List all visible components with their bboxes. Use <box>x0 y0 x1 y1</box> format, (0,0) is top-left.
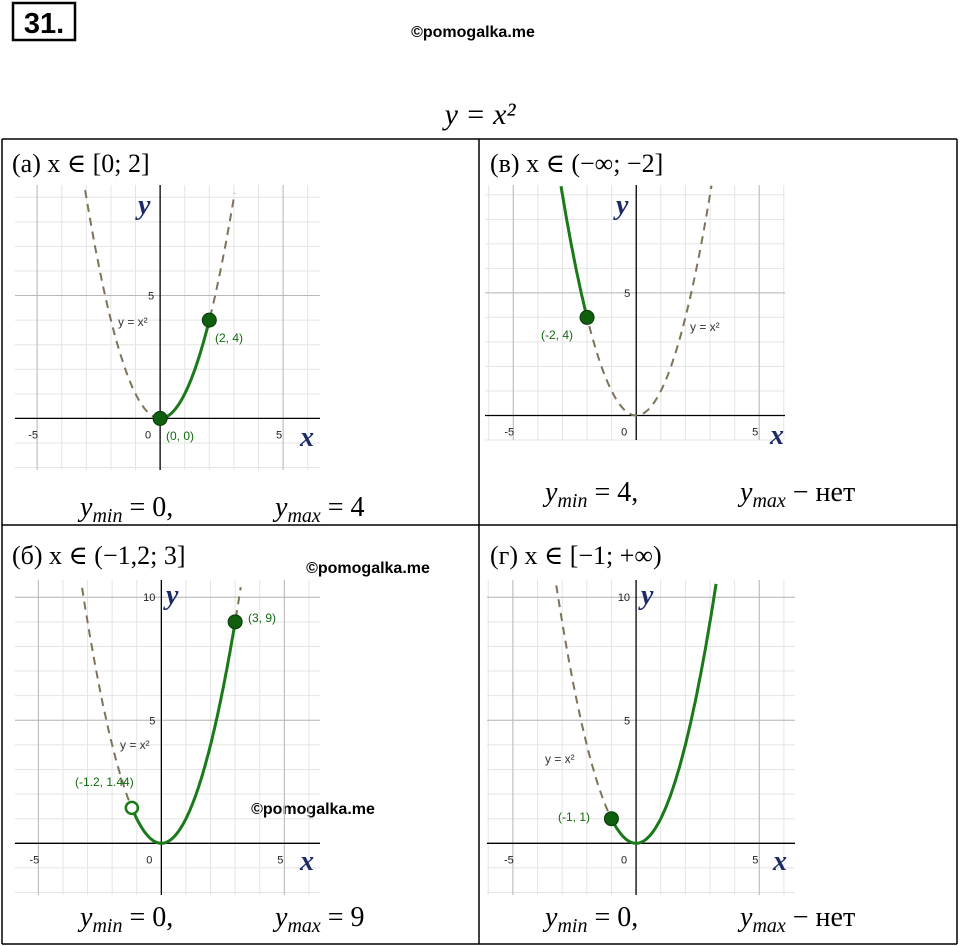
result-symbol: y <box>737 902 753 933</box>
result-symbol: y <box>77 492 93 523</box>
x-tick-label: 0 <box>621 854 627 866</box>
curve-label: y = x² <box>545 752 575 766</box>
result: ymin = 0, <box>542 902 638 937</box>
point-label: (0, 0) <box>166 429 194 443</box>
result-text: = 0, <box>587 902 638 933</box>
result-text: = 4 <box>321 492 365 523</box>
x-tick-label: -5 <box>504 854 514 866</box>
formula: y = x² <box>442 98 517 131</box>
result-symbol: y <box>542 477 558 508</box>
point <box>603 811 619 827</box>
result-subscript: min <box>557 490 587 512</box>
parabola-solid <box>559 185 589 318</box>
result: ymax = 4 <box>272 492 365 527</box>
x-tick-label: -5 <box>28 429 38 441</box>
point <box>227 614 243 630</box>
result-text: − нет <box>786 902 855 933</box>
result-subscript: max <box>287 505 320 527</box>
x-axis-label: x <box>769 420 784 451</box>
curve-label: y = x² <box>690 320 720 334</box>
result: ymax − нет <box>737 902 855 937</box>
result: ymin = 0, <box>77 902 173 937</box>
x-tick-label: 0 <box>145 429 151 441</box>
x-tick-label: 5 <box>752 426 758 438</box>
result-subscript: min <box>92 915 122 937</box>
parabola-solid <box>130 621 237 845</box>
watermark: ©pomogalka.me <box>251 801 375 818</box>
result-symbol: y <box>737 477 753 508</box>
result-symbol: y <box>77 902 93 933</box>
panel-label: (а) x ∈ [0; 2] <box>12 149 150 178</box>
point-label: (3, 9) <box>248 611 276 625</box>
x-axis-label: x <box>772 846 787 877</box>
y-tick-label: 10 <box>618 592 630 604</box>
panel-label: (г) x ∈ [−1; +∞) <box>490 541 662 570</box>
x-tick-label: -5 <box>504 426 514 438</box>
point-label: (-2, 4) <box>541 328 573 342</box>
parabola-solid <box>610 583 718 845</box>
curve-label: y = x² <box>118 315 148 329</box>
result-subscript: max <box>752 915 785 937</box>
x-tick-label: 5 <box>276 429 282 441</box>
point-label: (2, 4) <box>215 331 243 345</box>
result-symbol: y <box>272 492 288 523</box>
result-text: = 0, <box>122 492 173 523</box>
panel-label: (в) x ∈ (−∞; −2] <box>490 149 663 178</box>
y-tick-label: 5 <box>148 291 154 303</box>
parabola-solid <box>160 319 211 420</box>
point-label: (-1, 1) <box>558 810 590 824</box>
watermark: ©pomogalka.me <box>306 560 430 577</box>
result: ymin = 4, <box>542 477 638 512</box>
x-tick-label: 0 <box>146 854 152 866</box>
y-tick-label: 10 <box>143 592 155 604</box>
table-borders <box>1 138 958 945</box>
curve-label: y = x² <box>120 738 150 752</box>
y-tick-label: 5 <box>149 715 155 727</box>
number-box <box>11 1 77 42</box>
point <box>201 312 217 328</box>
y-tick-label: 5 <box>624 715 630 727</box>
parabola-dashed <box>84 190 236 420</box>
result-subscript: max <box>287 915 320 937</box>
x-tick-label: 0 <box>621 426 627 438</box>
point <box>124 800 140 816</box>
y-tick-label: 5 <box>624 288 630 300</box>
point <box>152 410 168 426</box>
result-text: = 0, <box>122 902 173 933</box>
result-subscript: min <box>92 505 122 527</box>
result: ymax − нет <box>737 477 855 512</box>
y-axis-label: y <box>613 190 629 221</box>
y-axis-label: y <box>163 580 179 611</box>
watermark: ©pomogalka.me <box>411 24 535 41</box>
result-subscript: max <box>752 490 785 512</box>
point <box>579 309 595 325</box>
panel-label: (б) x ∈ (−1,2; 3] <box>12 541 186 570</box>
result-symbol: y <box>272 902 288 933</box>
x-tick-label: 5 <box>752 854 758 866</box>
x-tick-label: -5 <box>29 854 39 866</box>
result-text: = 9 <box>321 902 365 933</box>
y-axis-label: y <box>135 190 151 221</box>
task-number: 31. <box>24 8 64 40</box>
result: ymax = 9 <box>272 902 365 937</box>
x-tick-label: 5 <box>277 854 283 866</box>
parabola-dashed <box>81 587 242 845</box>
result-text: − нет <box>786 477 855 508</box>
x-axis-label: x <box>299 846 314 877</box>
x-axis-label: x <box>299 422 314 453</box>
result-text: = 4, <box>587 477 638 508</box>
result: ymin = 0, <box>77 492 173 527</box>
result-symbol: y <box>542 902 558 933</box>
y-axis-label: y <box>638 580 654 611</box>
point-label: (-1.2, 1.44) <box>75 775 134 789</box>
result-subscript: min <box>557 915 587 937</box>
